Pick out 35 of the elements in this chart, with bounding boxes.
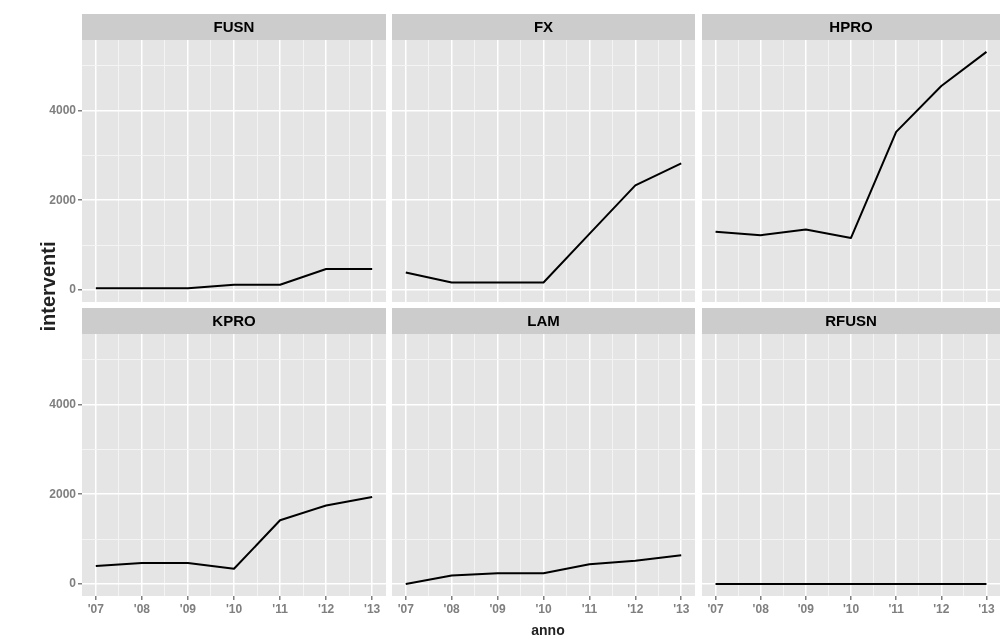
x-tick-label: '13 [978,601,995,616]
x-tick-label: '11 [272,601,289,616]
x-tick-label: '13 [673,601,690,616]
x-tick-label: '12 [933,601,950,616]
x-tick-label: '10 [842,601,860,616]
y-tick-label: 4000 [49,102,77,117]
x-tick-label: '12 [627,601,644,616]
y-tick-label: 0 [69,576,77,591]
y-tick-label: 0 [69,282,77,297]
x-tick-label: '07 [397,601,415,616]
x-tick-label: '09 [489,601,507,616]
x-axis-title: anno [531,622,565,638]
x-tick-label: '10 [535,601,552,616]
x-tick-label: '07 [87,601,105,616]
x-tick-label: '08 [443,601,461,616]
x-tick-label: '08 [133,601,151,616]
chart-title: HPRO [702,14,1000,40]
x-tick-label: '10 [225,601,243,616]
x-tick-label: '08 [752,601,770,616]
y-axis-title: interventi [36,241,59,332]
chart-title: FUSN [82,14,386,40]
y-tick-label: 4000 [49,396,77,411]
y-tick-label: 2000 [49,486,77,501]
x-tick-label: '09 [797,601,815,616]
x-tick-label: '13 [364,601,381,616]
x-tick-label: '07 [707,601,724,616]
x-tick-label: '12 [318,601,335,616]
chart-title: RFUSN [702,308,1000,334]
chart-title: KPRO [82,308,386,334]
x-tick-label: '09 [179,601,197,616]
x-tick-label: '11 [581,601,598,616]
chart-title: LAM [392,308,695,334]
y-tick-label: 2000 [49,192,77,207]
x-tick-label: '11 [888,601,905,616]
chart-title: FX [392,14,695,40]
